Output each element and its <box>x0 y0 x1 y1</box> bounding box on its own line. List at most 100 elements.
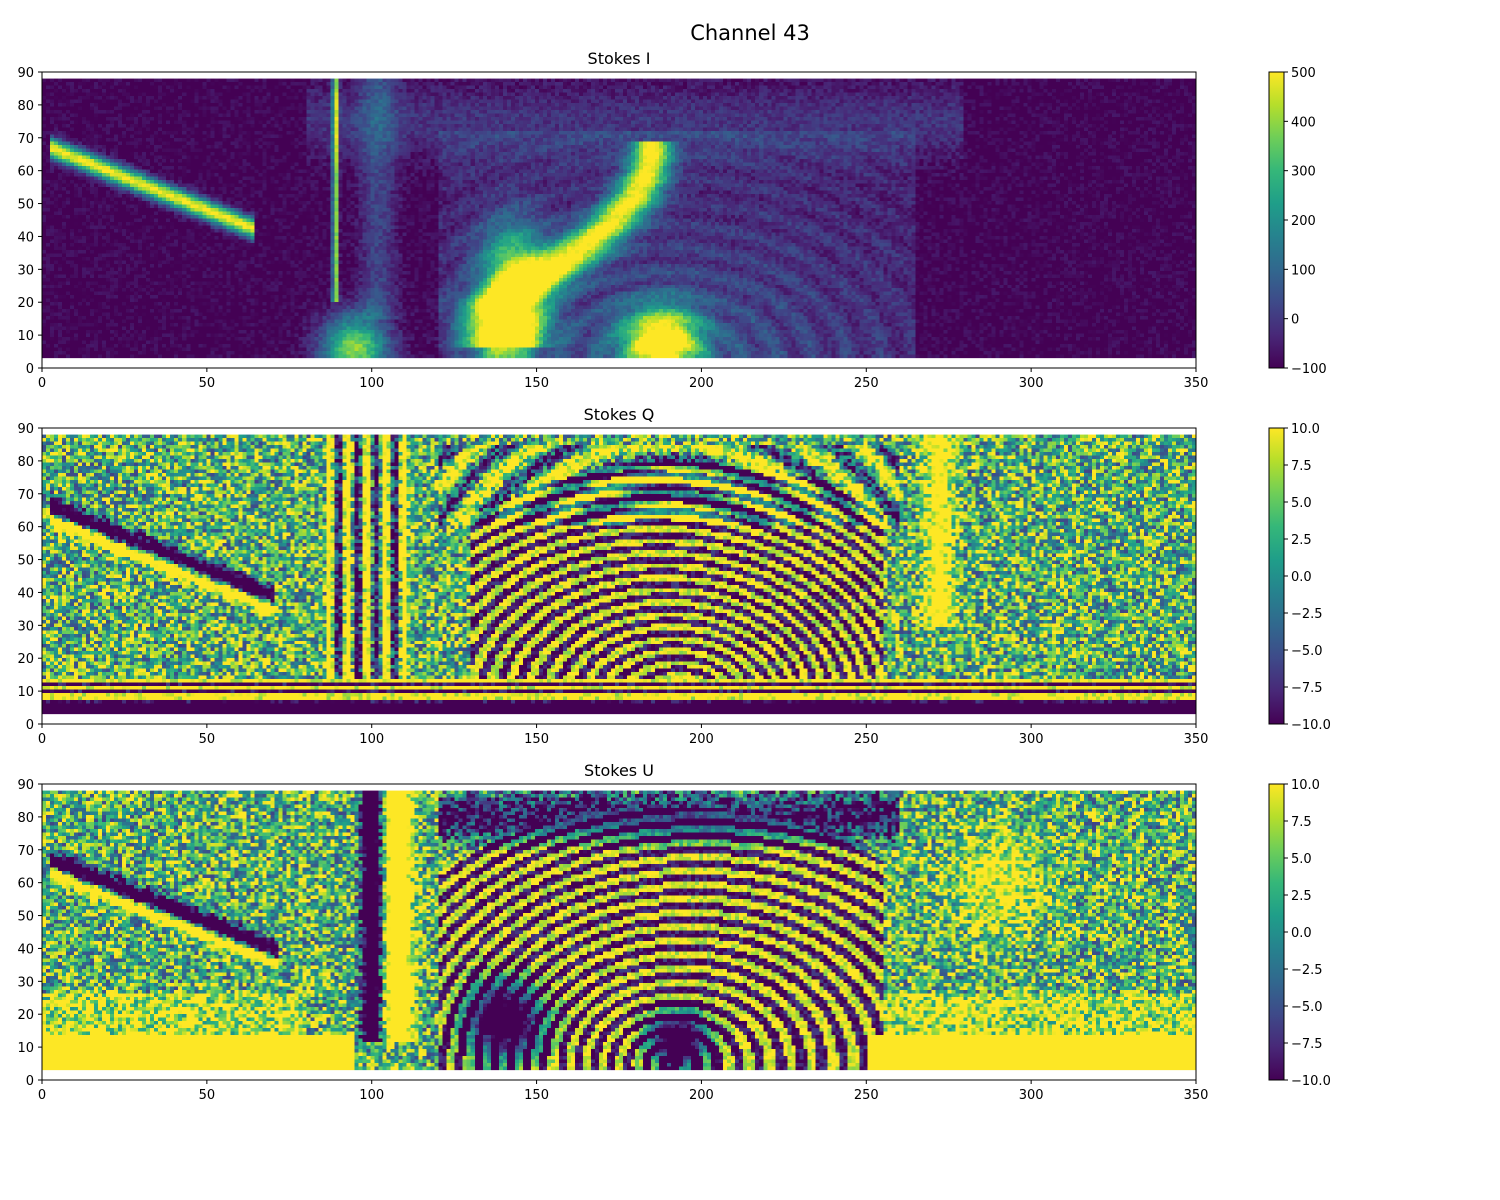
y-tick-label: 0 <box>26 718 34 733</box>
colorbar: −100 0 100 200 300 400 500 <box>1268 66 1327 377</box>
y-tick-label: 50 <box>17 554 34 569</box>
colorbar-gradient <box>1268 427 1285 725</box>
y-tick-label: 60 <box>17 165 34 180</box>
x-tick-label: 350 <box>1184 376 1209 391</box>
y-tick-label: 40 <box>17 586 34 601</box>
x-tick-label: 200 <box>689 732 714 747</box>
y-tick-label: 80 <box>17 455 34 470</box>
colorbar-tick-label: −7.5 <box>1291 1037 1323 1052</box>
panel-title: Stokes U <box>584 761 654 780</box>
colorbar-tick-label: 400 <box>1291 115 1316 130</box>
panel-3: Stokes U 0 50 100 150 200 250 300 350 0 10 20 30 40 50… <box>17 761 1330 1103</box>
y-tick-label: 60 <box>17 521 34 536</box>
y-tick-label: 0 <box>26 362 34 377</box>
colorbar-gradient <box>1268 783 1285 1081</box>
panel-1: Stokes I 0 50 100 150 200 250 300 350 0 10 20 30 40 50… <box>17 49 1326 391</box>
axes-frame <box>41 427 1197 725</box>
colorbar-tick-label: 10.0 <box>1291 422 1320 437</box>
colorbar-tick-label: 10.0 <box>1291 778 1320 793</box>
colorbar-gradient <box>1268 71 1285 369</box>
colorbar-tick-label: −2.5 <box>1291 963 1323 978</box>
axes-frame <box>41 783 1197 1081</box>
x-tick-label: 50 <box>199 376 216 391</box>
x-tick-label: 350 <box>1184 732 1209 747</box>
x-tick-label: 150 <box>524 1088 549 1103</box>
x-tick-label: 300 <box>1019 732 1044 747</box>
colorbar-tick-label: 500 <box>1291 66 1316 81</box>
x-tick-label: 0 <box>38 376 46 391</box>
colorbar-tick-label: −10.0 <box>1291 1074 1331 1089</box>
x-tick-label: 100 <box>359 376 384 391</box>
x-tick-label: 0 <box>38 1088 46 1103</box>
y-tick-label: 0 <box>26 1074 34 1089</box>
y-tick-label: 90 <box>17 422 34 437</box>
y-tick-label: 90 <box>17 778 34 793</box>
y-tick-label: 10 <box>17 685 34 700</box>
colorbar-tick-label: 2.5 <box>1291 533 1312 548</box>
heatmap-image <box>42 78 1196 359</box>
colorbar-tick-label: 300 <box>1291 165 1316 180</box>
panels: Stokes I0 50 100 150 200 250 300 35001020304050… <box>17 49 1330 1103</box>
colorbar-tick-label: −7.5 <box>1291 681 1323 696</box>
colorbar: −10.0 −7.5 −5.0 −2.5 0.0 2.5 5.0 7.5 10.0 <box>1268 778 1331 1089</box>
axes-frame <box>41 71 1197 369</box>
y-tick-label: 90 <box>17 66 34 81</box>
y-tick-label: 70 <box>17 844 34 859</box>
colorbar-tick-label: −100 <box>1291 362 1327 377</box>
colorbar-tick-label: 5.0 <box>1291 852 1312 867</box>
x-tick-label: 250 <box>854 732 879 747</box>
panel-title: Stokes Q <box>584 405 655 424</box>
x-tick-label: 250 <box>854 1088 879 1103</box>
colorbar-tick-label: 7.5 <box>1291 815 1312 830</box>
colorbar-tick-label: 100 <box>1291 263 1316 278</box>
x-tick-label: 200 <box>689 376 714 391</box>
colorbar-tick-label: 0.0 <box>1291 926 1312 941</box>
heatmap-image <box>42 790 1196 1071</box>
panel-title: Stokes I <box>588 49 651 68</box>
x-tick-label: 300 <box>1019 1088 1044 1103</box>
colorbar-tick-label: 2.5 <box>1291 889 1312 904</box>
y-tick-label: 30 <box>17 263 34 278</box>
y-tick-label: 40 <box>17 942 34 957</box>
colorbar-tick-label: −10.0 <box>1291 718 1331 733</box>
colorbar: −10.0 −7.5 −5.0 −2.5 0.0 2.5 5.0 7.5 10.0 <box>1268 422 1331 733</box>
y-tick-label: 70 <box>17 488 34 503</box>
y-tick-label: 10 <box>17 329 34 344</box>
colorbar-tick-label: 5.0 <box>1291 496 1312 511</box>
y-tick-label: 10 <box>17 1041 34 1056</box>
y-tick-label: 50 <box>17 910 34 925</box>
x-tick-label: 250 <box>854 376 879 391</box>
y-tick-label: 20 <box>17 296 34 311</box>
colorbar-tick-label: −2.5 <box>1291 607 1323 622</box>
colorbar-tick-label: 0.0 <box>1291 570 1312 585</box>
y-tick-label: 30 <box>17 619 34 634</box>
x-tick-label: 0 <box>38 732 46 747</box>
x-tick-label: 300 <box>1019 376 1044 391</box>
y-tick-label: 80 <box>17 99 34 114</box>
colorbar-tick-label: 7.5 <box>1291 459 1312 474</box>
y-tick-label: 70 <box>17 132 34 147</box>
y-tick-label: 20 <box>17 1008 34 1023</box>
heatmap-image <box>42 434 1196 715</box>
x-tick-label: 100 <box>359 1088 384 1103</box>
x-tick-label: 50 <box>199 1088 216 1103</box>
figure-title: Channel 43 <box>690 21 810 45</box>
colorbar-tick-label: −5.0 <box>1291 1000 1323 1015</box>
y-tick-label: 60 <box>17 877 34 892</box>
y-tick-label: 50 <box>17 198 34 213</box>
x-tick-label: 200 <box>689 1088 714 1103</box>
x-tick-label: 50 <box>199 732 216 747</box>
y-tick-label: 40 <box>17 230 34 245</box>
x-tick-label: 150 <box>524 376 549 391</box>
y-tick-label: 80 <box>17 811 34 826</box>
x-tick-label: 150 <box>524 732 549 747</box>
panel-2: Stokes Q 0 50 100 150 200 250 300 350 0 10 20 30 40 50… <box>17 405 1330 747</box>
y-tick-label: 30 <box>17 975 34 990</box>
colorbar-tick-label: 200 <box>1291 214 1316 229</box>
colorbar-tick-label: 0 <box>1291 313 1299 328</box>
x-tick-label: 100 <box>359 732 384 747</box>
y-tick-label: 20 <box>17 652 34 667</box>
colorbar-tick-label: −5.0 <box>1291 644 1323 659</box>
x-tick-label: 350 <box>1184 1088 1209 1103</box>
